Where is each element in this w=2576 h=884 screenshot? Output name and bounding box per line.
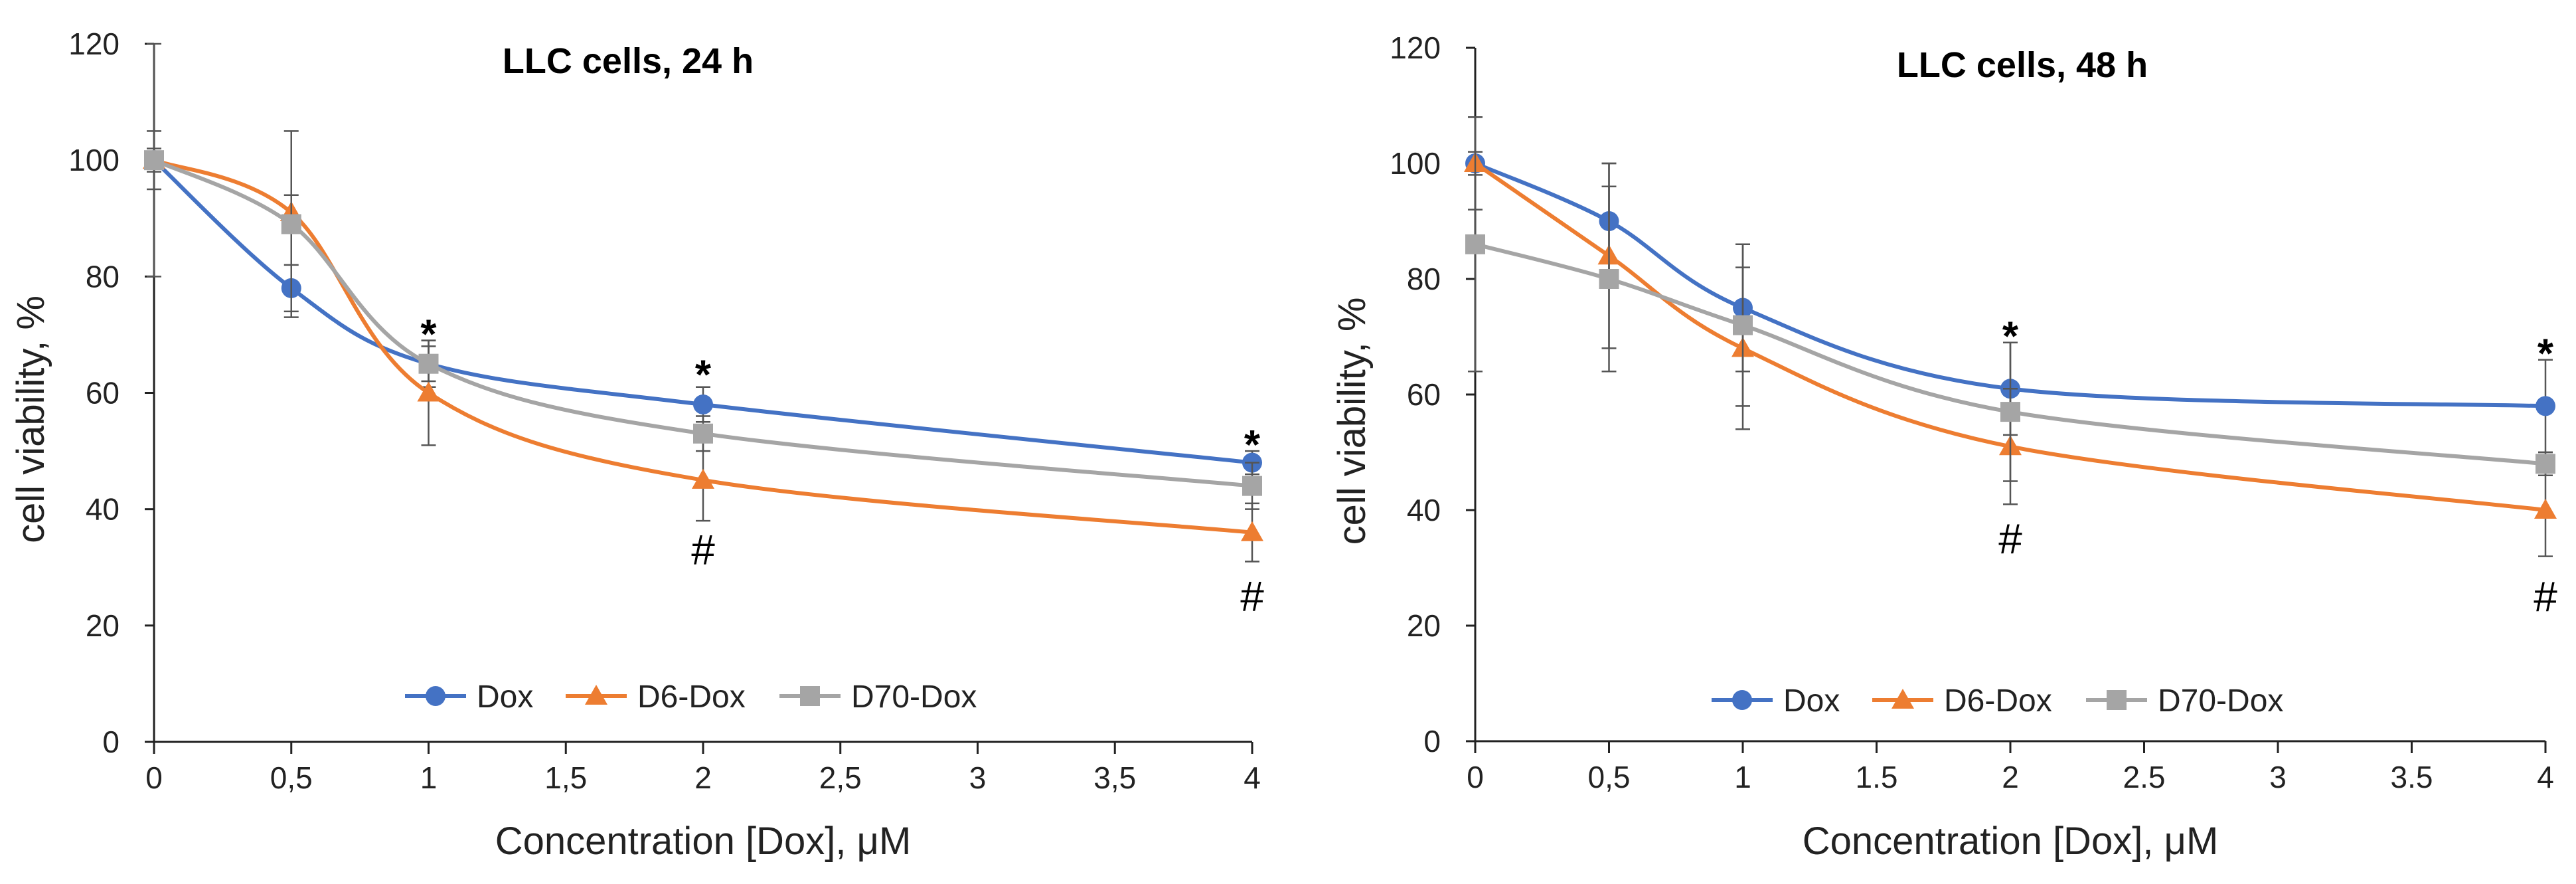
x-tick-label: 3 <box>969 760 987 795</box>
chart-1: 0 20 40 60 80 100 120 0 0,5 1 1,5 2 2,5 3 3,5 4 LLC cell… <box>9 27 1264 863</box>
legend-label: D6-Dox <box>637 679 746 715</box>
data-point <box>2536 454 2555 474</box>
legend-label: Dox <box>1783 683 1840 719</box>
data-point <box>1465 234 1485 254</box>
chart-title: LLC cells, 48 h <box>1897 45 2148 85</box>
x-tick-label: 0,5 <box>1588 760 1631 794</box>
data-point <box>1241 521 1263 541</box>
y-tick-label: 60 <box>1407 377 1441 412</box>
x-axis-title: Concentration [Dox], μM <box>1803 820 2219 863</box>
annotation-hash: # <box>2534 573 2557 621</box>
legend-label: D70-Dox <box>851 679 977 715</box>
annotation-star: * <box>2002 314 2019 360</box>
x-tick-label: 3,5 <box>1093 760 1136 795</box>
series-line <box>1474 161 2546 408</box>
x-tick-label: 1,5 <box>544 760 587 795</box>
legend-label: D6-Dox <box>1944 683 2052 719</box>
y-tick-label: 0 <box>102 725 120 759</box>
x-tick-label: 3 <box>2269 760 2287 794</box>
chart-2: 0 20 40 60 80 100 120 0 0,5 1 1.5 2 2.5 3 3.5 4 LLC cell… <box>1330 31 2557 863</box>
x-tick-label: 2,5 <box>819 760 862 795</box>
legend-marker <box>800 686 820 706</box>
y-tick-label: 20 <box>86 608 120 643</box>
legend-marker <box>1732 690 1752 710</box>
y-tick-label: 120 <box>68 27 120 61</box>
legend-marker <box>585 685 607 705</box>
series-d70-dox <box>144 43 1262 510</box>
annotation-hash: # <box>1998 515 2022 563</box>
annotation-hash: # <box>1240 573 1264 620</box>
y-tick-label: 120 <box>1390 31 1441 65</box>
annotation-star: * <box>2537 331 2554 377</box>
x-tick-label: 2 <box>2002 760 2019 794</box>
x-tick-label: 2.5 <box>2123 760 2166 794</box>
y-tick-label: 80 <box>1407 262 1441 296</box>
x-tick-label: 1 <box>1734 760 1751 794</box>
legend-marker <box>2107 690 2127 710</box>
annotation-star: * <box>695 353 712 398</box>
x-tick-label: 1 <box>420 760 438 795</box>
series-line <box>153 158 1253 535</box>
data-point <box>2534 499 2557 519</box>
y-tick-label: 40 <box>1407 493 1441 527</box>
data-point <box>144 150 164 171</box>
series-d70-dox <box>1465 116 2555 482</box>
data-point <box>693 395 713 415</box>
chart-title: LLC cells, 24 h <box>503 41 754 81</box>
legend-marker <box>1892 689 1914 709</box>
data-point <box>417 381 440 402</box>
x-tick-label: 3.5 <box>2391 760 2433 794</box>
data-point <box>281 214 301 234</box>
data-point <box>1599 269 1619 289</box>
series-line <box>152 158 1253 465</box>
x-tick-label: 4 <box>1244 760 1261 795</box>
y-axis-title: cell viability, % <box>9 296 52 543</box>
series-line <box>1474 161 2546 512</box>
y-tick-label: 80 <box>86 259 120 294</box>
x-tick-label: 0,5 <box>270 760 313 795</box>
x-tick-label: 4 <box>2537 760 2554 794</box>
y-tick-label: 60 <box>86 376 120 410</box>
y-tick-label: 100 <box>1390 146 1441 181</box>
data-point <box>692 468 714 489</box>
series-line <box>153 158 1253 488</box>
data-point <box>1733 315 1753 335</box>
x-axis-title: Concentration [Dox], μM <box>495 820 912 863</box>
y-tick-label: 0 <box>1423 724 1441 758</box>
legend-label: Dox <box>477 679 533 715</box>
annotation-star: * <box>420 311 437 357</box>
y-tick-label: 20 <box>1407 608 1441 643</box>
legend: Dox D6-Dox D70-Dox <box>1712 683 2283 719</box>
data-point <box>418 353 439 374</box>
data-point <box>2000 402 2020 422</box>
x-tick-label: 0 <box>145 760 163 795</box>
x-tick-label: 0 <box>1467 760 1484 794</box>
legend-marker <box>426 686 445 706</box>
y-tick-label: 100 <box>68 143 120 177</box>
x-tick-label: 2 <box>694 760 712 795</box>
x-tick-label: 1.5 <box>1856 760 1898 794</box>
legend-label: D70-Dox <box>2158 683 2283 719</box>
annotation-star: * <box>1244 422 1261 468</box>
data-point <box>2536 396 2555 416</box>
annotation-hash: # <box>691 526 715 574</box>
y-axis-title: cell viability, % <box>1330 298 1374 545</box>
data-point <box>693 423 713 444</box>
legend: Dox D6-Dox D70-Dox <box>405 679 977 715</box>
data-point <box>1242 476 1262 496</box>
series-line <box>1475 242 2546 466</box>
y-tick-label: 40 <box>86 492 120 527</box>
